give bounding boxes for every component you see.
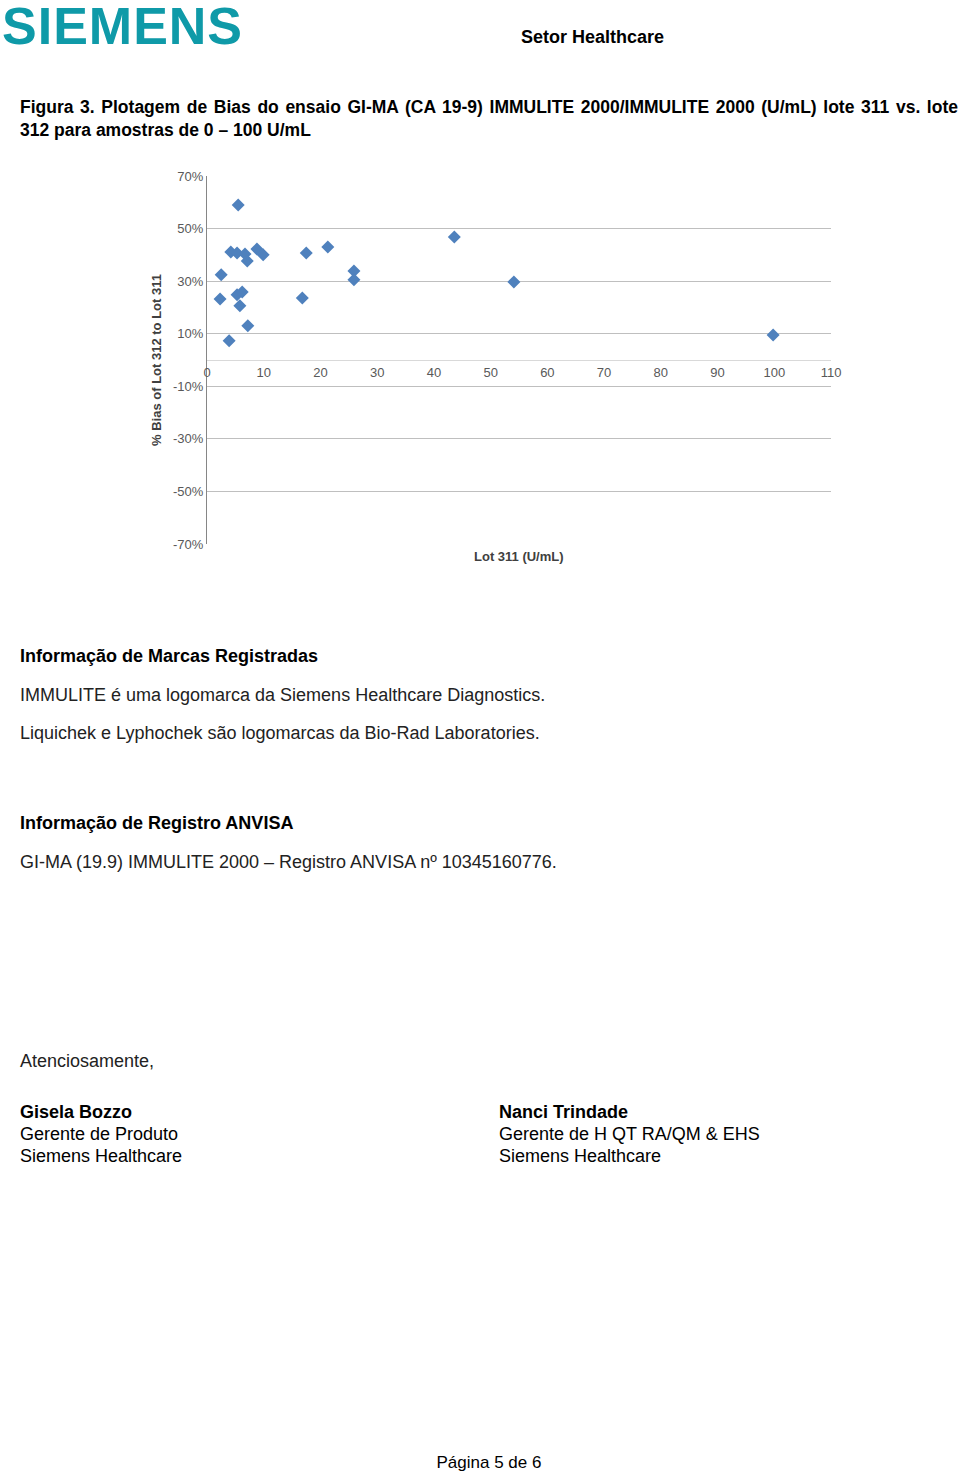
html-text:Gerente de H QT RA/QM & EHS: Gerente de H QT RA/QM & EHS (499, 1124, 760, 1144)
svg-text:10%: 10% (177, 326, 203, 341)
html-text:Informação de Registro ANVISA: Informação de Registro ANVISA (20, 813, 294, 833)
svg-text:-10%: -10% (173, 379, 204, 394)
svg-text:30: 30 (370, 365, 384, 380)
svg-text:Lot 311 (U/mL): Lot 311 (U/mL) (474, 549, 564, 564)
svg-text:-50%: -50% (173, 484, 204, 499)
html-text:GI-MA (19.9) IMMULITE 2000 – R: GI-MA (19.9) IMMULITE 2000 – Registro AN… (20, 852, 557, 872)
svg-text:% Bias of Lot 312 to Lot 311: % Bias of Lot 312 to Lot 311 (149, 274, 164, 446)
svg-text:-30%: -30% (173, 431, 204, 446)
svg-text:10: 10 (256, 365, 270, 380)
html-text:Gerente de Produto: Gerente de Produto (20, 1124, 179, 1144)
svg-text:70%: 70% (177, 169, 203, 184)
html-text:Página 5 de 6: Página 5 de 6 (436, 1453, 542, 1472)
html-text:IMMULITE é uma logomarca da Si: IMMULITE é uma logomarca da Siemens Heal… (20, 685, 546, 705)
html-text:Siemens Healthcare: Siemens Healthcare (20, 1146, 183, 1166)
svg-text:0: 0 (203, 365, 210, 380)
html-text:Atenciosamente,: Atenciosamente, (20, 1051, 155, 1071)
svg-text:70: 70 (597, 365, 611, 380)
html-text:Siemens Healthcare: Siemens Healthcare (499, 1146, 662, 1166)
svg-text:110: 110 (821, 365, 842, 380)
svg-text:40: 40 (427, 365, 441, 380)
html-text:Gisela Bozzo: Gisela Bozzo (20, 1102, 132, 1122)
svg-text:90: 90 (710, 365, 724, 380)
svg-text:20: 20 (313, 365, 327, 380)
html-text:Nanci Trindade: Nanci Trindade (499, 1102, 628, 1122)
html-text:Figura 3. Plotagem de Bias do: Figura 3. Plotagem de Bias do ensaio GI-… (20, 97, 958, 140)
svg-text:30%: 30% (177, 274, 203, 289)
svg-text:50: 50 (483, 365, 497, 380)
html-text:Informação de Marcas Registrad: Informação de Marcas Registradas (20, 646, 319, 666)
html-text:Liquichek e Lyphochek são logo: Liquichek e Lyphochek são logomarcas da … (20, 723, 540, 743)
svg-text:60: 60 (540, 365, 554, 380)
svg-text:-70%: -70% (173, 537, 204, 552)
svg-text:80: 80 (654, 365, 668, 380)
svg-text:100: 100 (763, 365, 785, 380)
html-text:Setor Healthcare: Setor Healthcare (521, 27, 665, 47)
svg-text:50%: 50% (177, 221, 203, 236)
